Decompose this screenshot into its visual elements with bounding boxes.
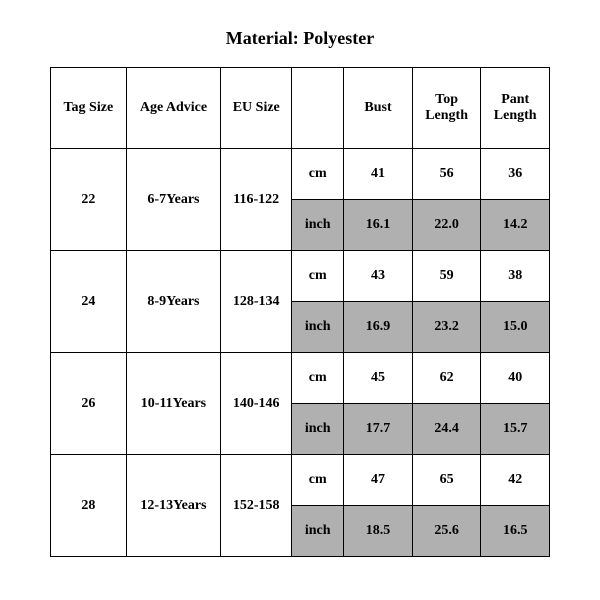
col-bust: Bust	[344, 68, 413, 149]
size-table: Tag Size Age Advice EU Size Bust Top Len…	[50, 67, 550, 557]
col-tag-size: Tag Size	[51, 68, 127, 149]
col-top-length: Top Length	[412, 68, 481, 149]
cell-eu: 116-122	[221, 149, 292, 251]
cell-tag: 26	[51, 353, 127, 455]
cell-top-cm: 65	[412, 455, 481, 506]
cell-bust-inch: 16.9	[344, 302, 413, 353]
col-eu-size: EU Size	[221, 68, 292, 149]
cell-top-inch: 25.6	[412, 506, 481, 557]
cell-top-inch: 22.0	[412, 200, 481, 251]
cell-bust-inch: 16.1	[344, 200, 413, 251]
cell-eu: 128-134	[221, 251, 292, 353]
cell-unit-cm: cm	[292, 149, 344, 200]
cell-pant-inch: 14.2	[481, 200, 550, 251]
cell-bust-inch: 17.7	[344, 404, 413, 455]
cell-bust-cm: 45	[344, 353, 413, 404]
table-row: 22 6-7Years 116-122 cm 41 56 36	[51, 149, 550, 200]
table-row: 26 10-11Years 140-146 cm 45 62 40	[51, 353, 550, 404]
cell-bust-cm: 47	[344, 455, 413, 506]
cell-top-cm: 59	[412, 251, 481, 302]
cell-top-cm: 56	[412, 149, 481, 200]
cell-unit-cm: cm	[292, 251, 344, 302]
cell-pant-cm: 36	[481, 149, 550, 200]
cell-pant-cm: 40	[481, 353, 550, 404]
cell-eu: 152-158	[221, 455, 292, 557]
cell-pant-inch: 16.5	[481, 506, 550, 557]
table-row: 24 8-9Years 128-134 cm 43 59 38	[51, 251, 550, 302]
cell-unit-cm: cm	[292, 353, 344, 404]
cell-pant-cm: 38	[481, 251, 550, 302]
cell-age: 12-13Years	[126, 455, 221, 557]
cell-bust-cm: 41	[344, 149, 413, 200]
cell-unit-inch: inch	[292, 200, 344, 251]
col-age-advice: Age Advice	[126, 68, 221, 149]
cell-tag: 28	[51, 455, 127, 557]
cell-pant-cm: 42	[481, 455, 550, 506]
cell-tag: 22	[51, 149, 127, 251]
cell-age: 10-11Years	[126, 353, 221, 455]
cell-top-cm: 62	[412, 353, 481, 404]
page-title: Material: Polyester	[0, 0, 600, 67]
col-pant-length: Pant Length	[481, 68, 550, 149]
table-header-row: Tag Size Age Advice EU Size Bust Top Len…	[51, 68, 550, 149]
cell-bust-cm: 43	[344, 251, 413, 302]
cell-age: 6-7Years	[126, 149, 221, 251]
cell-age: 8-9Years	[126, 251, 221, 353]
table-wrapper: Tag Size Age Advice EU Size Bust Top Len…	[0, 67, 600, 557]
cell-bust-inch: 18.5	[344, 506, 413, 557]
table-row: 28 12-13Years 152-158 cm 47 65 42	[51, 455, 550, 506]
cell-unit-cm: cm	[292, 455, 344, 506]
cell-pant-inch: 15.7	[481, 404, 550, 455]
cell-pant-inch: 15.0	[481, 302, 550, 353]
cell-tag: 24	[51, 251, 127, 353]
cell-top-inch: 23.2	[412, 302, 481, 353]
cell-unit-inch: inch	[292, 302, 344, 353]
cell-unit-inch: inch	[292, 506, 344, 557]
cell-top-inch: 24.4	[412, 404, 481, 455]
col-unit	[292, 68, 344, 149]
cell-eu: 140-146	[221, 353, 292, 455]
cell-unit-inch: inch	[292, 404, 344, 455]
